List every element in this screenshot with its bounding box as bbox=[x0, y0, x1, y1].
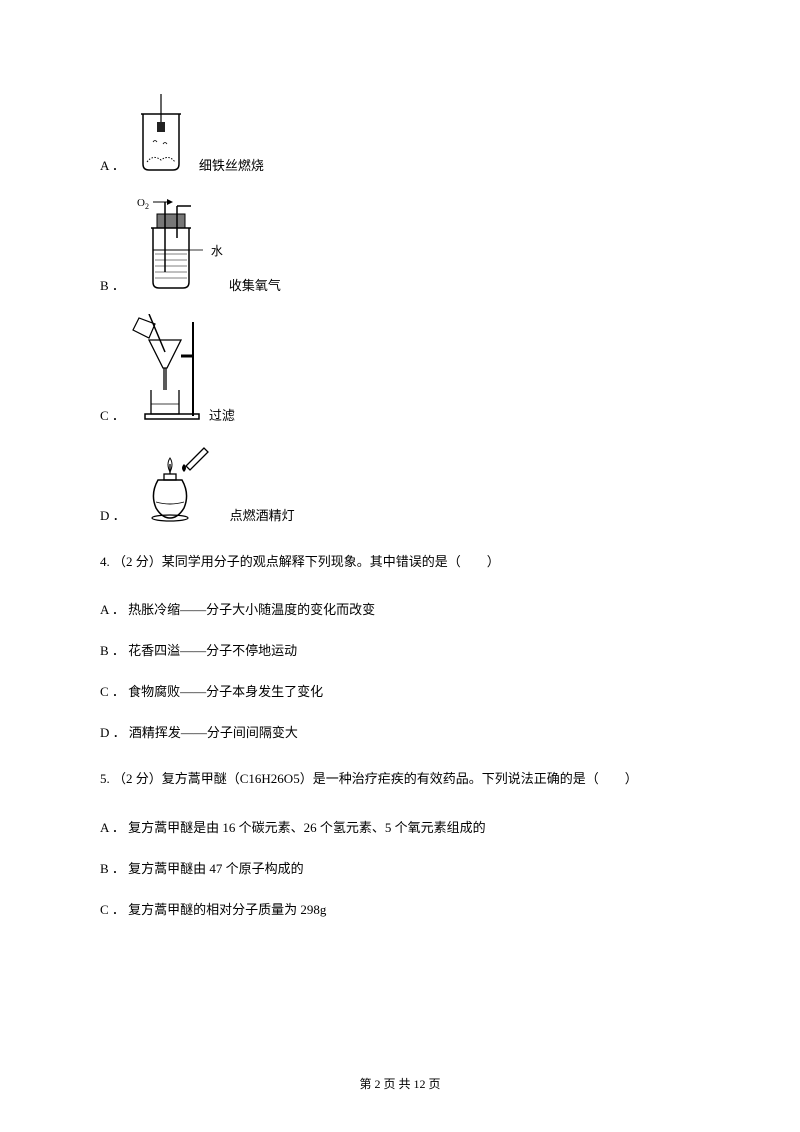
option-text-B: 收集氧气 bbox=[229, 275, 281, 294]
q4-stem: 4. （2 分）某同学用分子的观点解释下列现象。其中错误的是（ ） bbox=[100, 550, 720, 573]
q5-option-A: A ． 复方蒿甲醚是由 16 个碳元素、26 个氢元素、5 个氧元素组成的 bbox=[100, 817, 720, 836]
option-label-B: B ． bbox=[100, 275, 125, 294]
q5-option-C: C ． 复方蒿甲醚的相对分子质量为 298g bbox=[100, 899, 720, 918]
option-text-C: 过滤 bbox=[209, 405, 235, 424]
q4-option-C: C ． 食物腐败——分子本身发生了变化 bbox=[100, 681, 720, 700]
question-4: 4. （2 分）某同学用分子的观点解释下列现象。其中错误的是（ ） bbox=[100, 550, 720, 573]
option-label-A: A ． bbox=[100, 155, 125, 174]
q4-option-D: D ． 酒精挥发——分子间间隔变大 bbox=[100, 722, 720, 741]
q5-option-B: B ． 复方蒿甲醚由 47 个原子构成的 bbox=[100, 858, 720, 877]
image-option-D: D ． 点燃酒精灯 bbox=[100, 444, 720, 524]
filter-icon bbox=[131, 314, 201, 424]
option-label-C: C ． bbox=[100, 405, 125, 424]
jar-icon bbox=[131, 94, 191, 174]
q4-option-B: B ． 花香四溢——分子不停地运动 bbox=[100, 640, 720, 659]
image-option-B: B ． O 2 水 收集氧气 bbox=[100, 194, 720, 294]
q5-stem: 5. （2 分）复方蒿甲醚（C16H26O5）是一种治疗疟疾的有效药品。下列说法… bbox=[100, 767, 720, 790]
svg-text:O: O bbox=[137, 197, 145, 209]
option-label-D: D ． bbox=[100, 505, 126, 524]
q4-option-A: A ． 热胀冷缩——分子大小随温度的变化而改变 bbox=[100, 599, 720, 618]
water-label: 水 bbox=[211, 242, 223, 259]
alcohol-lamp-icon bbox=[132, 444, 222, 524]
question-5: 5. （2 分）复方蒿甲醚（C16H26O5）是一种治疗疟疾的有效药品。下列说法… bbox=[100, 767, 720, 790]
image-option-C: C ． 过滤 bbox=[100, 314, 720, 424]
option-text-A: 细铁丝燃烧 bbox=[199, 155, 264, 174]
page-footer: 第 2 页 共 12 页 bbox=[0, 1075, 800, 1092]
option-text-D: 点燃酒精灯 bbox=[230, 505, 295, 524]
gas-bottle-icon: O 2 水 bbox=[131, 194, 221, 294]
svg-text:2: 2 bbox=[145, 202, 149, 211]
image-option-A: A ． 细铁丝燃烧 bbox=[100, 94, 720, 174]
